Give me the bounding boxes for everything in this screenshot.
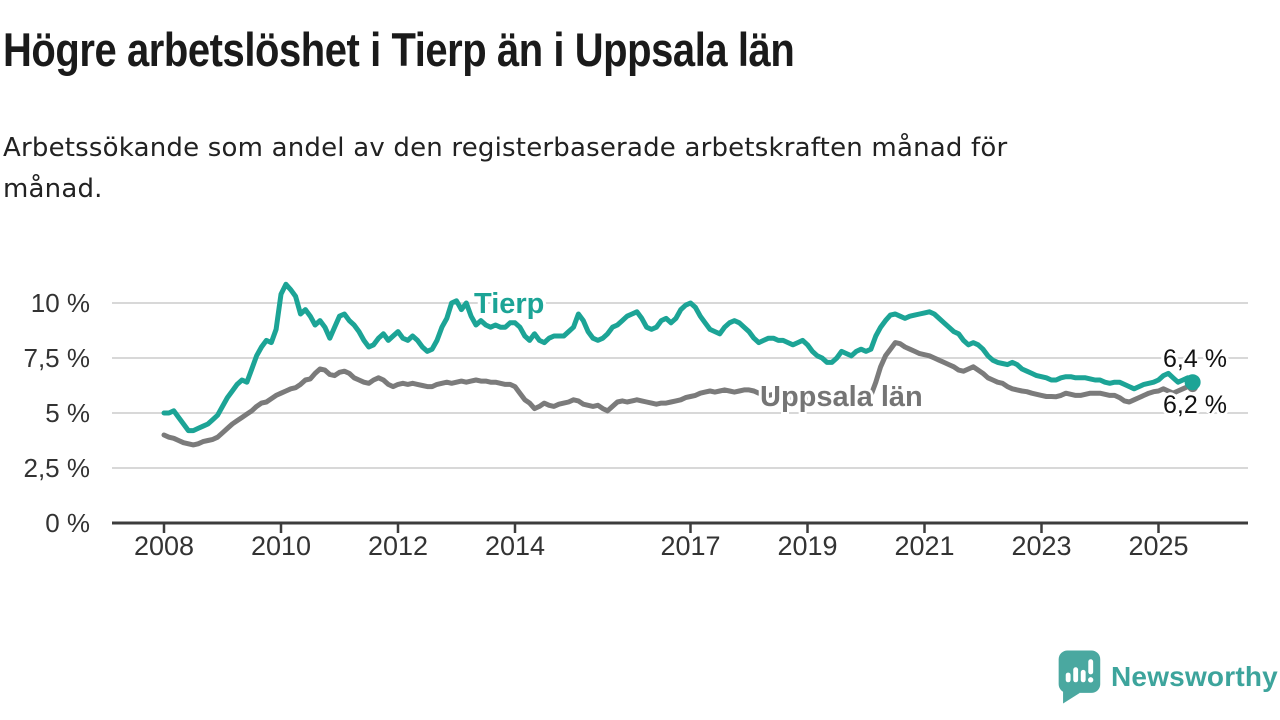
y-axis-tick-5: 5 % — [45, 398, 90, 428]
x-axis-tick-2012: 2012 — [367, 531, 429, 561]
y-axis-tick-2.5: 2,5 % — [23, 453, 91, 483]
x-axis-tick-2025: 2025 — [1128, 531, 1189, 561]
end-value-label-uppsala: 6,2 % — [1163, 391, 1227, 419]
end-value-label-tierp: 6,4 % — [1163, 345, 1227, 373]
x-axis-tick-2014: 2014 — [484, 531, 546, 561]
subtitle-line-1: Arbetssökande som andel av den registerb… — [3, 133, 1008, 163]
series-line-tierp — [161, 281, 1196, 434]
newsworthy-logo-text: Newsworthy — [1111, 661, 1278, 692]
newsworthy-logo: Newsworthy — [1056, 648, 1278, 706]
x-axis-tick-2017: 2017 — [660, 531, 721, 561]
series-label-tierp: Tierp — [474, 288, 545, 320]
x-axis-tick-2023: 2023 — [1011, 531, 1072, 561]
subtitle-line-2: månad. — [3, 174, 103, 204]
newsworthy-logo-icon — [1058, 650, 1101, 704]
x-axis-tick-2010: 2010 — [250, 531, 312, 561]
x-axis-tick-2019: 2019 — [777, 531, 838, 561]
end-dot-tierp — [1184, 374, 1201, 391]
series-line-uppsala — [161, 340, 1196, 448]
y-axis-tick-7.5: 7,5 % — [23, 343, 91, 373]
page-title: Högre arbetslöshet i Tierp än i Uppsala … — [3, 23, 795, 76]
series-label-uppsala: Uppsala län — [760, 381, 923, 413]
x-axis-tick-2021: 2021 — [894, 531, 955, 561]
y-axis-tick-10: 10 % — [30, 288, 90, 318]
chart-subtitle: Arbetssökande som andel av den registerb… — [3, 128, 1007, 210]
y-axis-tick-0: 0 % — [45, 508, 90, 538]
x-axis-tick-2008: 2008 — [133, 531, 195, 561]
